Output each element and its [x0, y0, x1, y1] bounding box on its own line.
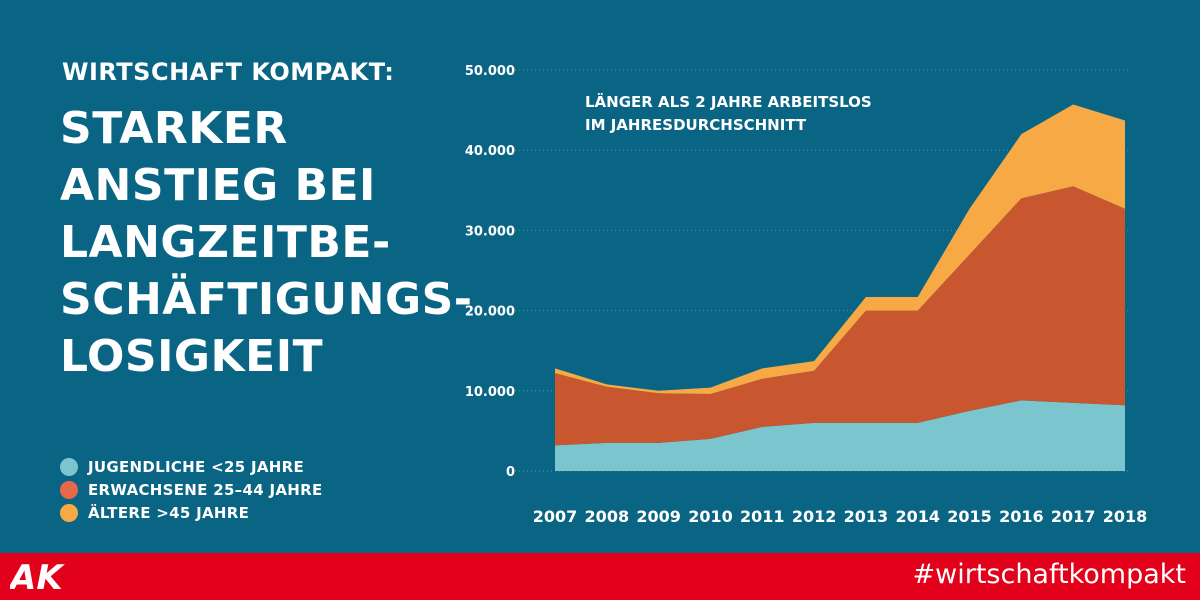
x-tick-label: 2008	[585, 507, 630, 526]
y-tick-label: 50.000	[465, 64, 515, 79]
legend-dot-youth	[60, 457, 78, 476]
y-tick-label: 40.000	[465, 144, 515, 159]
y-tick-label: 10.000	[465, 385, 515, 400]
y-tick-label: 30.000	[465, 224, 515, 239]
x-tick-label: 2012	[792, 507, 837, 526]
headline-line: LOSIGKEIT	[60, 331, 324, 382]
headline-line: STARKER	[60, 103, 288, 154]
x-tick-label: 2017	[1051, 507, 1096, 526]
chart-annotation-line: IM JAHRESDURCHSCHNITT	[585, 116, 807, 134]
area-chart: 0 10.000 20.000 30.000 40.000 50.000 2007 2008 2…	[465, 64, 1148, 526]
kicker-title: WIRTSCHAFT KOMPAKT:	[62, 58, 395, 86]
x-tick-label: 2007	[533, 507, 578, 526]
legend-item-older: ÄLTERE >45 JAHRE	[60, 501, 323, 524]
x-tick-label: 2014	[895, 507, 940, 526]
headline: STARKER ANSTIEG BEI LANGZEITBE- SCHÄFTIG…	[60, 100, 473, 385]
legend-item-adults: ERWACHSENE 25–44 JAHRE	[60, 478, 323, 501]
chart-annotation-line: LÄNGER ALS 2 JAHRE ARBEITSLOS	[585, 92, 872, 111]
x-tick-label: 2015	[947, 507, 992, 526]
area-series-1	[555, 400, 1125, 471]
x-tick-label: 2013	[844, 507, 889, 526]
legend-dot-adults	[60, 480, 78, 499]
headline-line: SCHÄFTIGUNGS-	[60, 274, 473, 325]
chart-legend: JUGENDLICHE <25 JAHRE ERWACHSENE 25–44 J…	[60, 455, 323, 524]
legend-item-youth: JUGENDLICHE <25 JAHRE	[60, 455, 323, 478]
footer-bar: AK #wirtschaftkompakt	[0, 553, 1200, 600]
ak-logo: AK	[10, 558, 65, 597]
headline-line: ANSTIEG BEI	[60, 160, 376, 211]
x-tick-label: 2016	[999, 507, 1044, 526]
area-series-2	[555, 186, 1125, 446]
legend-dot-older	[60, 503, 78, 522]
x-tick-label: 2018	[1103, 507, 1148, 526]
headline-line: LANGZEITBE-	[60, 217, 391, 268]
legend-label: ÄLTERE >45 JAHRE	[88, 503, 250, 522]
y-tick-label: 0	[506, 465, 515, 480]
hashtag: #wirtschaftkompakt	[912, 559, 1186, 590]
x-tick-label: 2011	[740, 507, 785, 526]
ak-logo-text: AK	[10, 558, 65, 597]
x-tick-label: 2009	[636, 507, 681, 526]
y-tick-label: 20.000	[465, 305, 515, 320]
legend-label: ERWACHSENE 25–44 JAHRE	[88, 480, 323, 499]
legend-label: JUGENDLICHE <25 JAHRE	[88, 457, 304, 476]
x-tick-label: 2010	[688, 507, 733, 526]
area-series-3	[555, 104, 1125, 395]
